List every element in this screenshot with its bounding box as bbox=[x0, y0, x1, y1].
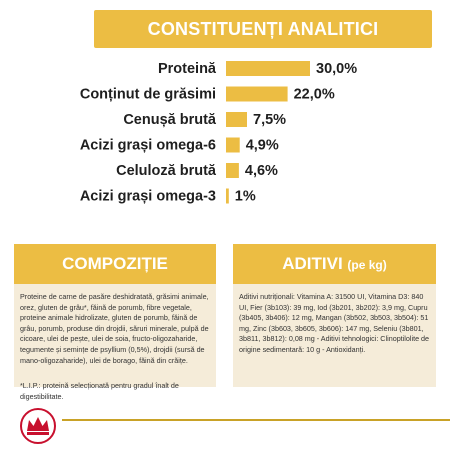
composition-header: COMPOZIȚIE bbox=[14, 244, 216, 284]
bar-value-label: 30,0% bbox=[316, 61, 357, 77]
additives-panel: Aditivi nutriționali: Vitamina A: 31500 … bbox=[233, 284, 436, 387]
bar bbox=[226, 137, 240, 153]
bar-label: Acizi grași omega-6 bbox=[80, 138, 216, 154]
bar-label: Conținut de grăsimi bbox=[80, 87, 216, 103]
additives-header: ADITIVI (pe kg) bbox=[233, 244, 436, 284]
bar-label: Acizi grași omega-3 bbox=[80, 189, 216, 205]
brand-crown-logo bbox=[14, 404, 62, 448]
composition-panel: Proteine de carne de pasăre deshidratată… bbox=[14, 284, 216, 401]
composition-title: COMPOZIȚIE bbox=[62, 254, 168, 273]
bar-label: Proteină bbox=[158, 61, 217, 77]
crown-logo-icon bbox=[20, 408, 56, 444]
bar-label: Celuloză brută bbox=[116, 163, 217, 179]
additives-title-wrap: ADITIVI (pe kg) bbox=[233, 244, 436, 285]
bar-value-label: 1% bbox=[235, 189, 256, 205]
composition-text: Proteine de carne de pasăre deshidratată… bbox=[20, 292, 209, 365]
bar-value-label: 22,0% bbox=[294, 87, 335, 103]
bar bbox=[226, 188, 229, 204]
additives-title: ADITIVI bbox=[282, 254, 343, 273]
footer-rule bbox=[14, 419, 450, 421]
additives-text: Aditivi nutriționali: Vitamina A: 31500 … bbox=[239, 292, 430, 354]
bar-value-label: 4,6% bbox=[245, 163, 278, 179]
bar bbox=[226, 86, 288, 102]
bar-label: Cenușă brută bbox=[123, 112, 217, 128]
analytic-header: CONSTITUENȚI ANALITICI bbox=[94, 10, 432, 48]
bar bbox=[226, 112, 247, 127]
analytic-bar-chart: Proteină 30,0% Conținut de grăsimi 22,0% Cen… bbox=[80, 61, 357, 205]
additives-title-suffix: (pe kg) bbox=[347, 258, 387, 272]
bar-value-label: 4,9% bbox=[246, 138, 279, 154]
composition-footnote: *L.I.P.: proteină selecționată pentru gr… bbox=[20, 381, 179, 401]
bar bbox=[226, 61, 310, 76]
bar-value-label: 7,5% bbox=[253, 112, 286, 128]
analytic-title: CONSTITUENȚI ANALITICI bbox=[147, 19, 379, 39]
bar bbox=[226, 163, 239, 178]
